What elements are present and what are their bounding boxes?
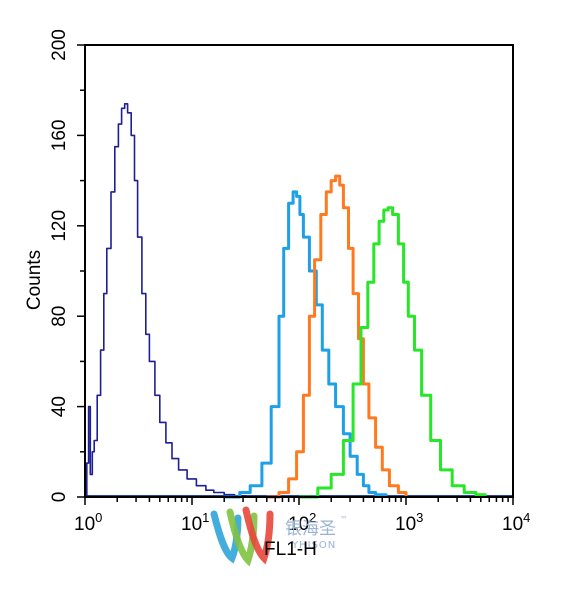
watermark-cn: 银海圣 [285, 519, 336, 539]
y-tick-label: 120 [49, 210, 70, 242]
histogram-series-4 [299, 206, 487, 499]
watermark: 银海圣 ™ YHISON [210, 506, 348, 567]
ticks-layer: 100 101 102 103 104 0 40 80 120 160 200 [49, 29, 530, 535]
watermark-en: YHISON [291, 540, 336, 551]
y-axis-title: Counts [24, 250, 45, 310]
plot-area [85, 45, 513, 497]
x-tick-label: 100 [74, 510, 102, 535]
x-tick-label: 102 [288, 510, 316, 535]
watermark-logo-icon [210, 506, 274, 567]
histogram-series-2 [224, 190, 388, 499]
watermark-tm: ™ [340, 515, 348, 524]
histogram-series-3 [266, 174, 408, 499]
y-tick-label: 200 [49, 29, 70, 61]
x-tick-label: 103 [395, 510, 423, 535]
x-tick-label: 104 [502, 510, 530, 535]
y-tick-label: 160 [49, 120, 70, 152]
y-tick-label: 80 [49, 306, 70, 327]
x-axis-title: FL1-H [264, 539, 317, 560]
histogram-series-1 [85, 103, 247, 498]
y-tick-label: 40 [49, 396, 70, 417]
y-tick-label: 0 [49, 492, 70, 503]
x-tick-label: 101 [181, 510, 209, 535]
